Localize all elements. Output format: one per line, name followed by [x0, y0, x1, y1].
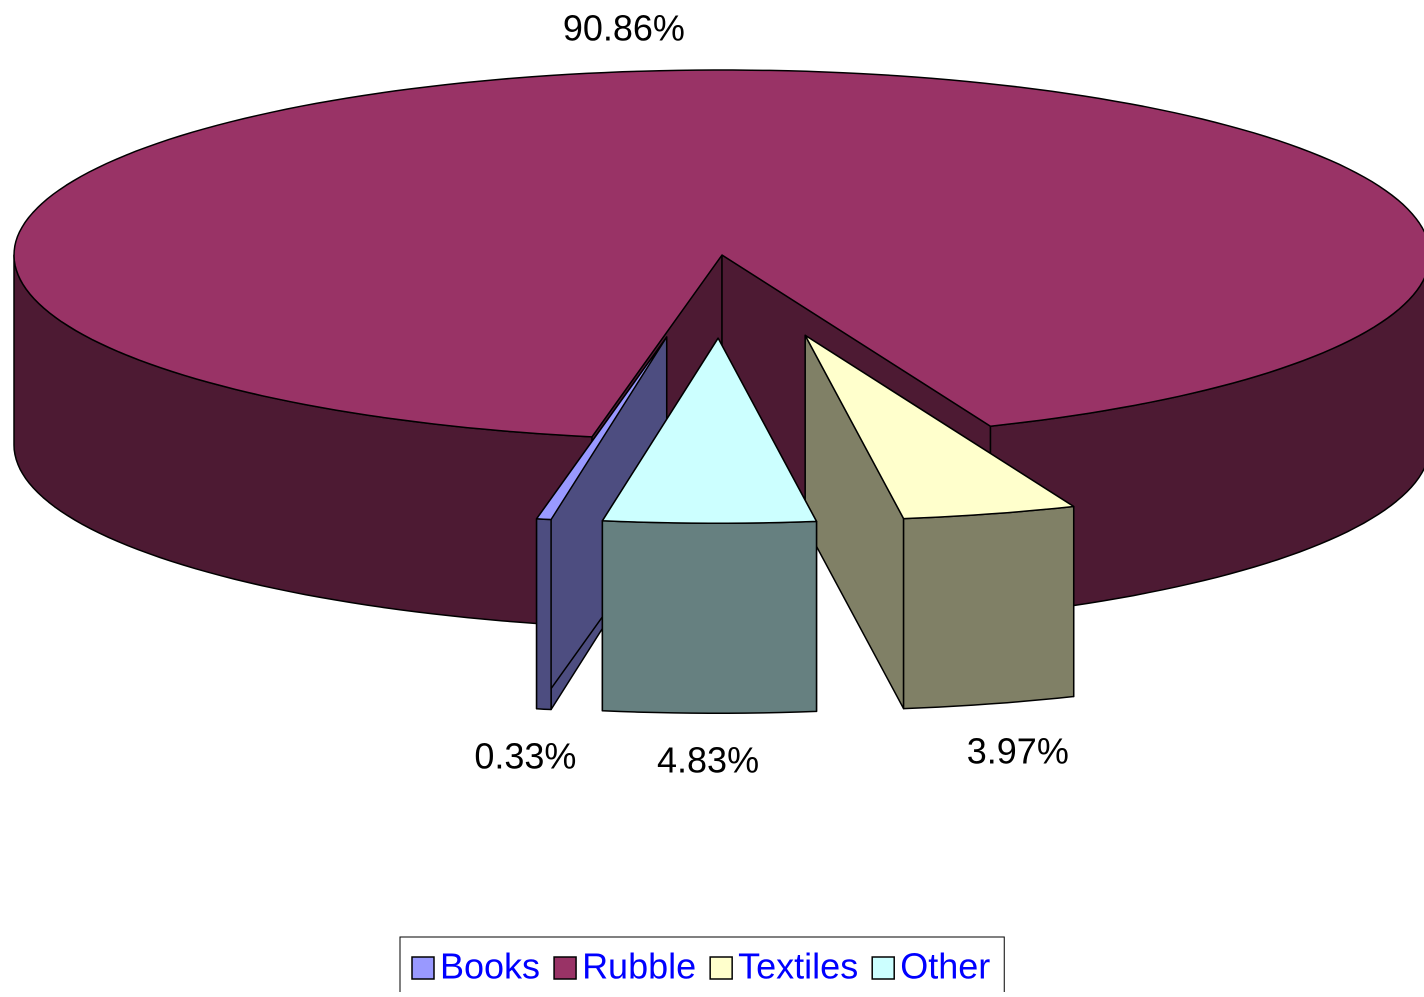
legend-label: Textiles [738, 946, 858, 987]
slice-wall [602, 521, 816, 713]
data-label: 0.33% [474, 736, 576, 777]
legend-label: Other [900, 946, 990, 987]
data-label: 4.83% [657, 740, 759, 781]
legend-swatch [412, 957, 434, 979]
slice-wall [537, 519, 552, 710]
data-label: 3.97% [967, 730, 1069, 771]
legend-swatch [872, 957, 894, 979]
legend: Books Rubble Textiles Other [400, 937, 1004, 992]
legend-label: Rubble [582, 946, 696, 987]
legend-swatch [710, 957, 732, 979]
legend-swatch [554, 957, 576, 979]
legend-label: Books [440, 946, 540, 987]
slice-wall [904, 507, 1074, 709]
data-label: 90.86% [563, 7, 685, 48]
